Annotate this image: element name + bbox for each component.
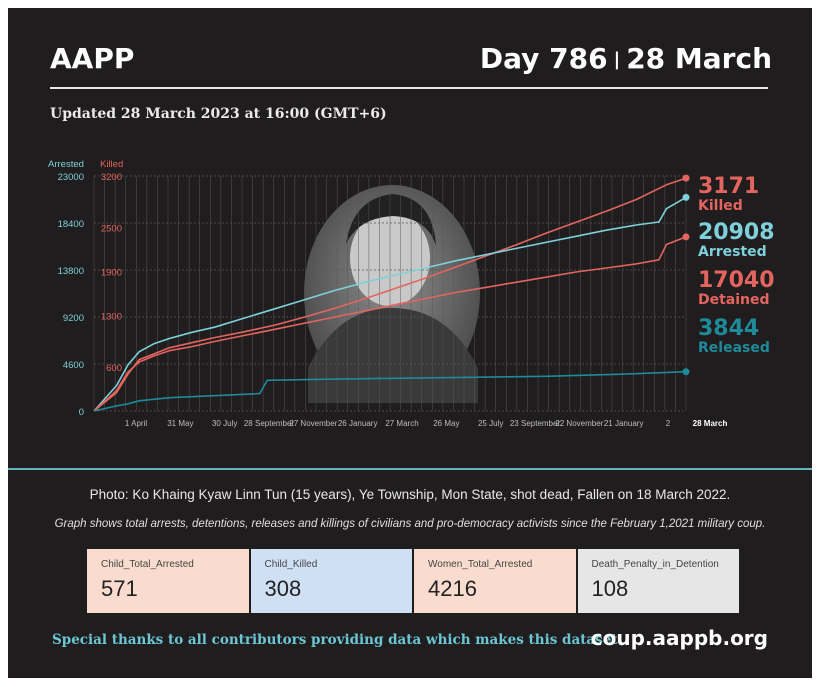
x-axis-tick-label: 26 May bbox=[433, 419, 459, 428]
end-label-value: 20908 bbox=[698, 220, 775, 245]
x-axis-tick-label: 28 September bbox=[244, 419, 295, 428]
chart-grid bbox=[93, 175, 687, 412]
x-axis-tick-label: 23 September bbox=[510, 419, 561, 428]
right-axis-label: Killed bbox=[100, 159, 123, 170]
stat-value: 4216 bbox=[428, 576, 477, 601]
x-axis-tick-label: 27 November bbox=[289, 419, 337, 428]
series-line-released bbox=[93, 370, 687, 412]
stat-card-child-killed: Child_Killed 308 bbox=[250, 549, 412, 613]
header-rule bbox=[50, 87, 768, 89]
left-axis-tick-label: 4600 bbox=[63, 360, 84, 371]
end-label-name: Arrested bbox=[698, 244, 767, 260]
section-divider bbox=[8, 468, 812, 470]
thanks-text: Special thanks to all contributors provi… bbox=[52, 632, 623, 648]
end-label-value: 3171 bbox=[698, 174, 759, 199]
left-axis-tick-label: 23000 bbox=[58, 172, 84, 183]
chart-axes: Arrested Killed 0 4600 9200 13800 18400 23000 60… bbox=[48, 159, 727, 428]
end-label-value: 3844 bbox=[698, 316, 759, 341]
right-axis-tick-label: 1300 bbox=[101, 312, 122, 323]
stat-cards: Child_Total_Arrested 571 Child_Killed 30… bbox=[87, 549, 739, 613]
infographic: AAPP Day 786 | 28 March Updated 28 March 2… bbox=[8, 8, 812, 678]
line-chart: Arrested Killed 0 4600 9200 13800 18400 23000 60… bbox=[48, 159, 775, 428]
org-title: AAPP bbox=[50, 42, 135, 75]
right-axis-tick-label: 2500 bbox=[101, 223, 122, 234]
series-line-killed bbox=[93, 177, 687, 412]
left-axis-tick-label: 0 bbox=[79, 407, 84, 418]
stat-label: Child_Total_Arrested bbox=[101, 559, 194, 570]
series-endpoint-arrested bbox=[682, 193, 690, 201]
stat-value: 308 bbox=[264, 576, 302, 601]
stat-label: Women_Total_Arrested bbox=[428, 559, 533, 570]
series-line-arrested bbox=[93, 196, 687, 412]
x-axis-tick-label: 21 January bbox=[604, 419, 644, 428]
day-label: Day 786 bbox=[479, 42, 608, 75]
left-axis-tick-label: 18400 bbox=[58, 219, 84, 230]
updated-timestamp: Updated 28 March 2023 at 16:00 (GMT+6) bbox=[50, 106, 387, 122]
series-line-detained bbox=[93, 236, 687, 412]
right-axis-tick-label: 600 bbox=[106, 363, 122, 374]
stat-card-child-total-arrested: Child_Total_Arrested 571 bbox=[87, 549, 249, 613]
photo-caption: Photo: Ko Khaing Kyaw Linn Tun (15 years… bbox=[89, 487, 731, 502]
x-axis-tick-label: 31 May bbox=[167, 419, 193, 428]
x-axis-tick-label: 28 March bbox=[693, 419, 728, 428]
title-separator: | bbox=[613, 49, 621, 70]
stat-card-death-penalty: Death_Penalty_in_Detention 108 bbox=[577, 549, 739, 613]
left-axis-tick-label: 13800 bbox=[58, 266, 84, 277]
graph-note: Graph shows total arrests, detentions, r… bbox=[54, 518, 766, 530]
stat-card-women-total-arrested: Women_Total_Arrested 4216 bbox=[414, 549, 576, 613]
end-label-name: Released bbox=[698, 340, 770, 356]
day-date-title: Day 786 | 28 March bbox=[480, 42, 772, 75]
stat-label: Child_Killed bbox=[264, 559, 318, 570]
end-label-name: Detained bbox=[698, 292, 770, 308]
end-label-name: Killed bbox=[698, 198, 743, 214]
x-axis-tick-label: 30 July bbox=[212, 419, 237, 428]
x-axis-tick-label: 27 March bbox=[385, 419, 418, 428]
left-axis-tick-label: 9200 bbox=[63, 313, 84, 324]
website-link[interactable]: coup.aappb.org bbox=[590, 626, 768, 650]
left-axis-label: Arrested bbox=[48, 159, 84, 170]
series-endpoint-detained bbox=[682, 233, 690, 241]
stat-label: Death_Penalty_in_Detention bbox=[591, 559, 719, 570]
end-label-value: 17040 bbox=[698, 268, 775, 293]
x-axis-tick-label: 26 January bbox=[338, 419, 378, 428]
x-axis-tick-label: 2 bbox=[666, 419, 671, 428]
x-axis-tick-label: 1 April bbox=[125, 419, 147, 428]
stat-value: 108 bbox=[591, 576, 629, 601]
series-endpoint-released bbox=[682, 368, 690, 376]
x-axis-tick-label: 25 July bbox=[478, 419, 503, 428]
stat-value: 571 bbox=[101, 576, 138, 601]
date-label: 28 March bbox=[626, 42, 772, 75]
series-endpoint-killed bbox=[682, 174, 690, 182]
right-axis-tick-label: 1900 bbox=[101, 267, 122, 278]
right-axis-tick-label: 3200 bbox=[101, 172, 122, 183]
chart-series bbox=[93, 174, 690, 412]
x-axis-tick-label: 22 November bbox=[555, 419, 603, 428]
